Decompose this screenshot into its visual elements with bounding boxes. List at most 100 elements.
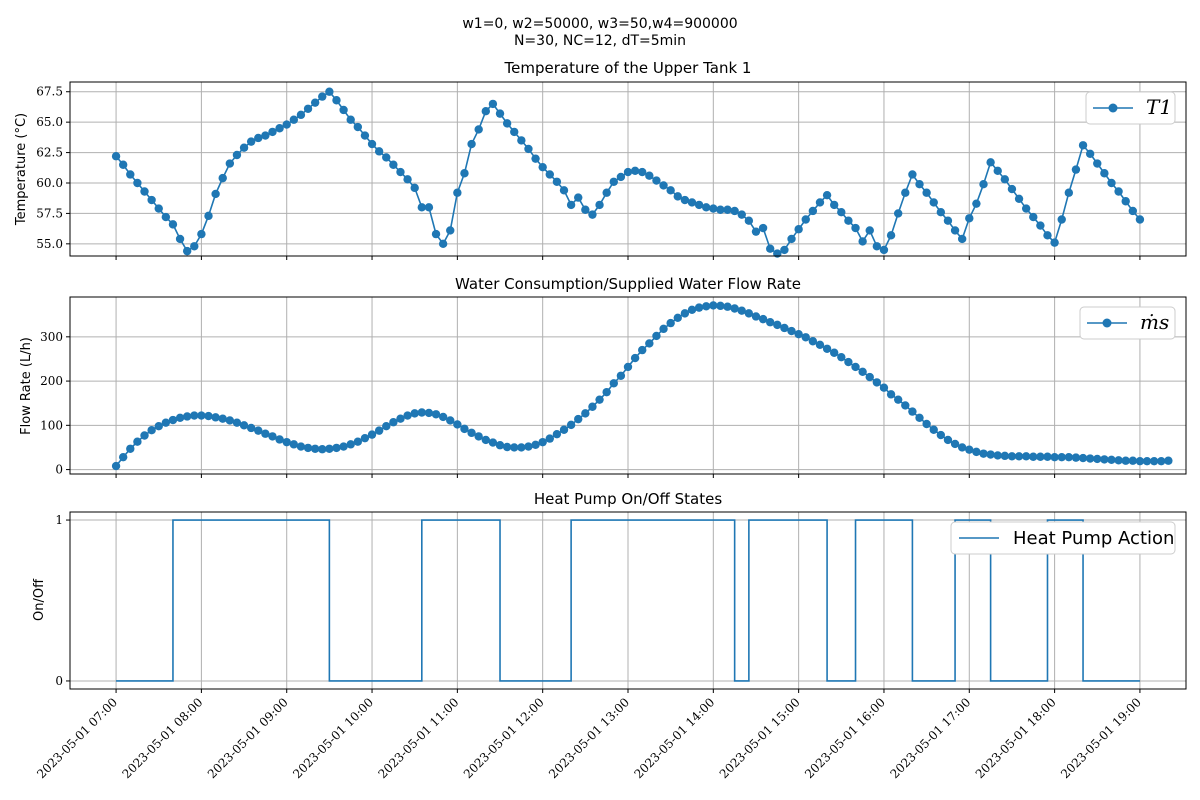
flow-rate-point <box>232 418 242 427</box>
temperature-point <box>758 223 768 233</box>
flow-rate-point <box>588 402 597 411</box>
temperature-point <box>510 127 519 137</box>
flow-rate-point <box>659 324 668 334</box>
flow-rate-point <box>1021 452 1031 461</box>
legend: ṁs <box>1079 306 1176 340</box>
flow-rate-point <box>1114 456 1123 465</box>
temperature-point <box>837 207 846 217</box>
temperature-point <box>1078 141 1088 150</box>
temperature-point <box>175 234 185 244</box>
flow-rate-point <box>972 447 981 457</box>
y-tick-label: 57.5 <box>36 206 63 220</box>
flow-rate-point <box>737 306 746 315</box>
temperature-point <box>168 220 178 229</box>
y-tick-label: 67.5 <box>36 85 63 99</box>
axes-frame <box>69 511 1187 690</box>
flow-rate-point <box>965 445 974 454</box>
flow-rate-point <box>574 414 583 424</box>
flow-rate-point <box>566 420 576 430</box>
flow-rate-point <box>1000 451 1010 461</box>
flow-rate-point <box>794 329 803 339</box>
temperature-point <box>296 110 306 120</box>
flow-rate-point <box>531 440 540 449</box>
y-tick-label: 100 <box>40 418 63 432</box>
flow-rate-series-line <box>115 304 1169 467</box>
temperature-point <box>161 212 171 222</box>
temperature-point <box>893 209 903 218</box>
flow-rate-point <box>1149 456 1159 466</box>
temperature-point <box>1107 178 1116 188</box>
temperature-point <box>957 234 967 244</box>
y-tick-label: 200 <box>40 374 63 388</box>
temperature-point <box>517 136 526 145</box>
flow-rate-point <box>133 437 142 446</box>
temperature-point <box>730 206 739 216</box>
flow-rate-point <box>353 437 363 446</box>
temperature-point <box>360 131 370 140</box>
temperature-point <box>943 216 953 225</box>
temperature-point <box>190 242 199 251</box>
temperature-point <box>182 246 192 256</box>
flow-rate-point <box>147 425 156 435</box>
flow-rate-point <box>595 395 604 404</box>
temperature-point <box>1071 165 1081 174</box>
temperature-point <box>645 171 654 180</box>
figure-suptitle-line1: w1=0, w2=50000, w3=50,w4=900000 <box>462 16 737 32</box>
temperature-point <box>872 242 882 251</box>
flow-rate-point <box>410 409 419 418</box>
flow-rate-point <box>730 304 739 313</box>
flow-rate-point <box>396 414 405 423</box>
temperature-point <box>908 170 917 179</box>
temperature-point <box>410 183 419 193</box>
flow-rate-point <box>1157 456 1166 466</box>
flow-rate-point <box>111 461 121 471</box>
flow-rate-point <box>780 323 789 333</box>
flow-rate-point <box>893 395 903 404</box>
temperature-point <box>325 87 334 96</box>
temperature-point <box>1050 238 1059 247</box>
temperature-point <box>1000 175 1010 184</box>
temperature-point <box>453 188 462 197</box>
legend-box <box>1079 306 1176 340</box>
temperature-point <box>1064 188 1074 197</box>
y-tick-label: 55.0 <box>36 237 63 251</box>
flow-rate-point <box>1121 456 1130 465</box>
temperature-point <box>545 170 554 179</box>
temperature-point <box>773 249 782 258</box>
temperature-point <box>339 105 348 115</box>
flow-rate-point <box>524 442 533 451</box>
temperature-point <box>310 98 320 107</box>
flow-rate-point <box>673 313 682 322</box>
temperature-point <box>886 231 896 240</box>
flow-rate-point <box>694 303 704 312</box>
flow-rate-point <box>431 410 441 419</box>
flow-rate-point <box>1128 456 1138 465</box>
flow-rate-point <box>851 362 860 372</box>
y-tick-label: 0 <box>55 674 63 688</box>
flow-rate-point <box>602 387 611 397</box>
temperature-point <box>922 188 931 197</box>
temperature-point <box>268 127 277 137</box>
flow-rate-point <box>1064 452 1074 462</box>
temperature-point <box>239 143 249 152</box>
temperature-point <box>502 119 512 128</box>
flow-rate-point <box>182 412 192 421</box>
temperature-point <box>680 195 690 205</box>
temperature-point <box>1100 169 1109 178</box>
flow-rate-point <box>922 419 931 429</box>
x-tick-label: 2023-05-01 11:00 <box>375 695 461 781</box>
temperature-point <box>794 225 803 234</box>
flow-rate-point <box>161 418 171 427</box>
x-tick-label: 2023-05-01 10:00 <box>290 695 376 781</box>
flow-rate-point <box>318 445 327 454</box>
flow-rate-point <box>844 357 853 367</box>
y-tick-label: 60.0 <box>36 176 63 190</box>
flow-rate-point <box>616 371 626 380</box>
flow-rate-point <box>1057 452 1066 462</box>
temperature-point <box>574 193 583 202</box>
flow-rate-point <box>680 309 690 318</box>
flow-rate-point <box>1007 452 1017 461</box>
temperature-point <box>702 203 711 212</box>
temperature-point <box>851 223 860 233</box>
